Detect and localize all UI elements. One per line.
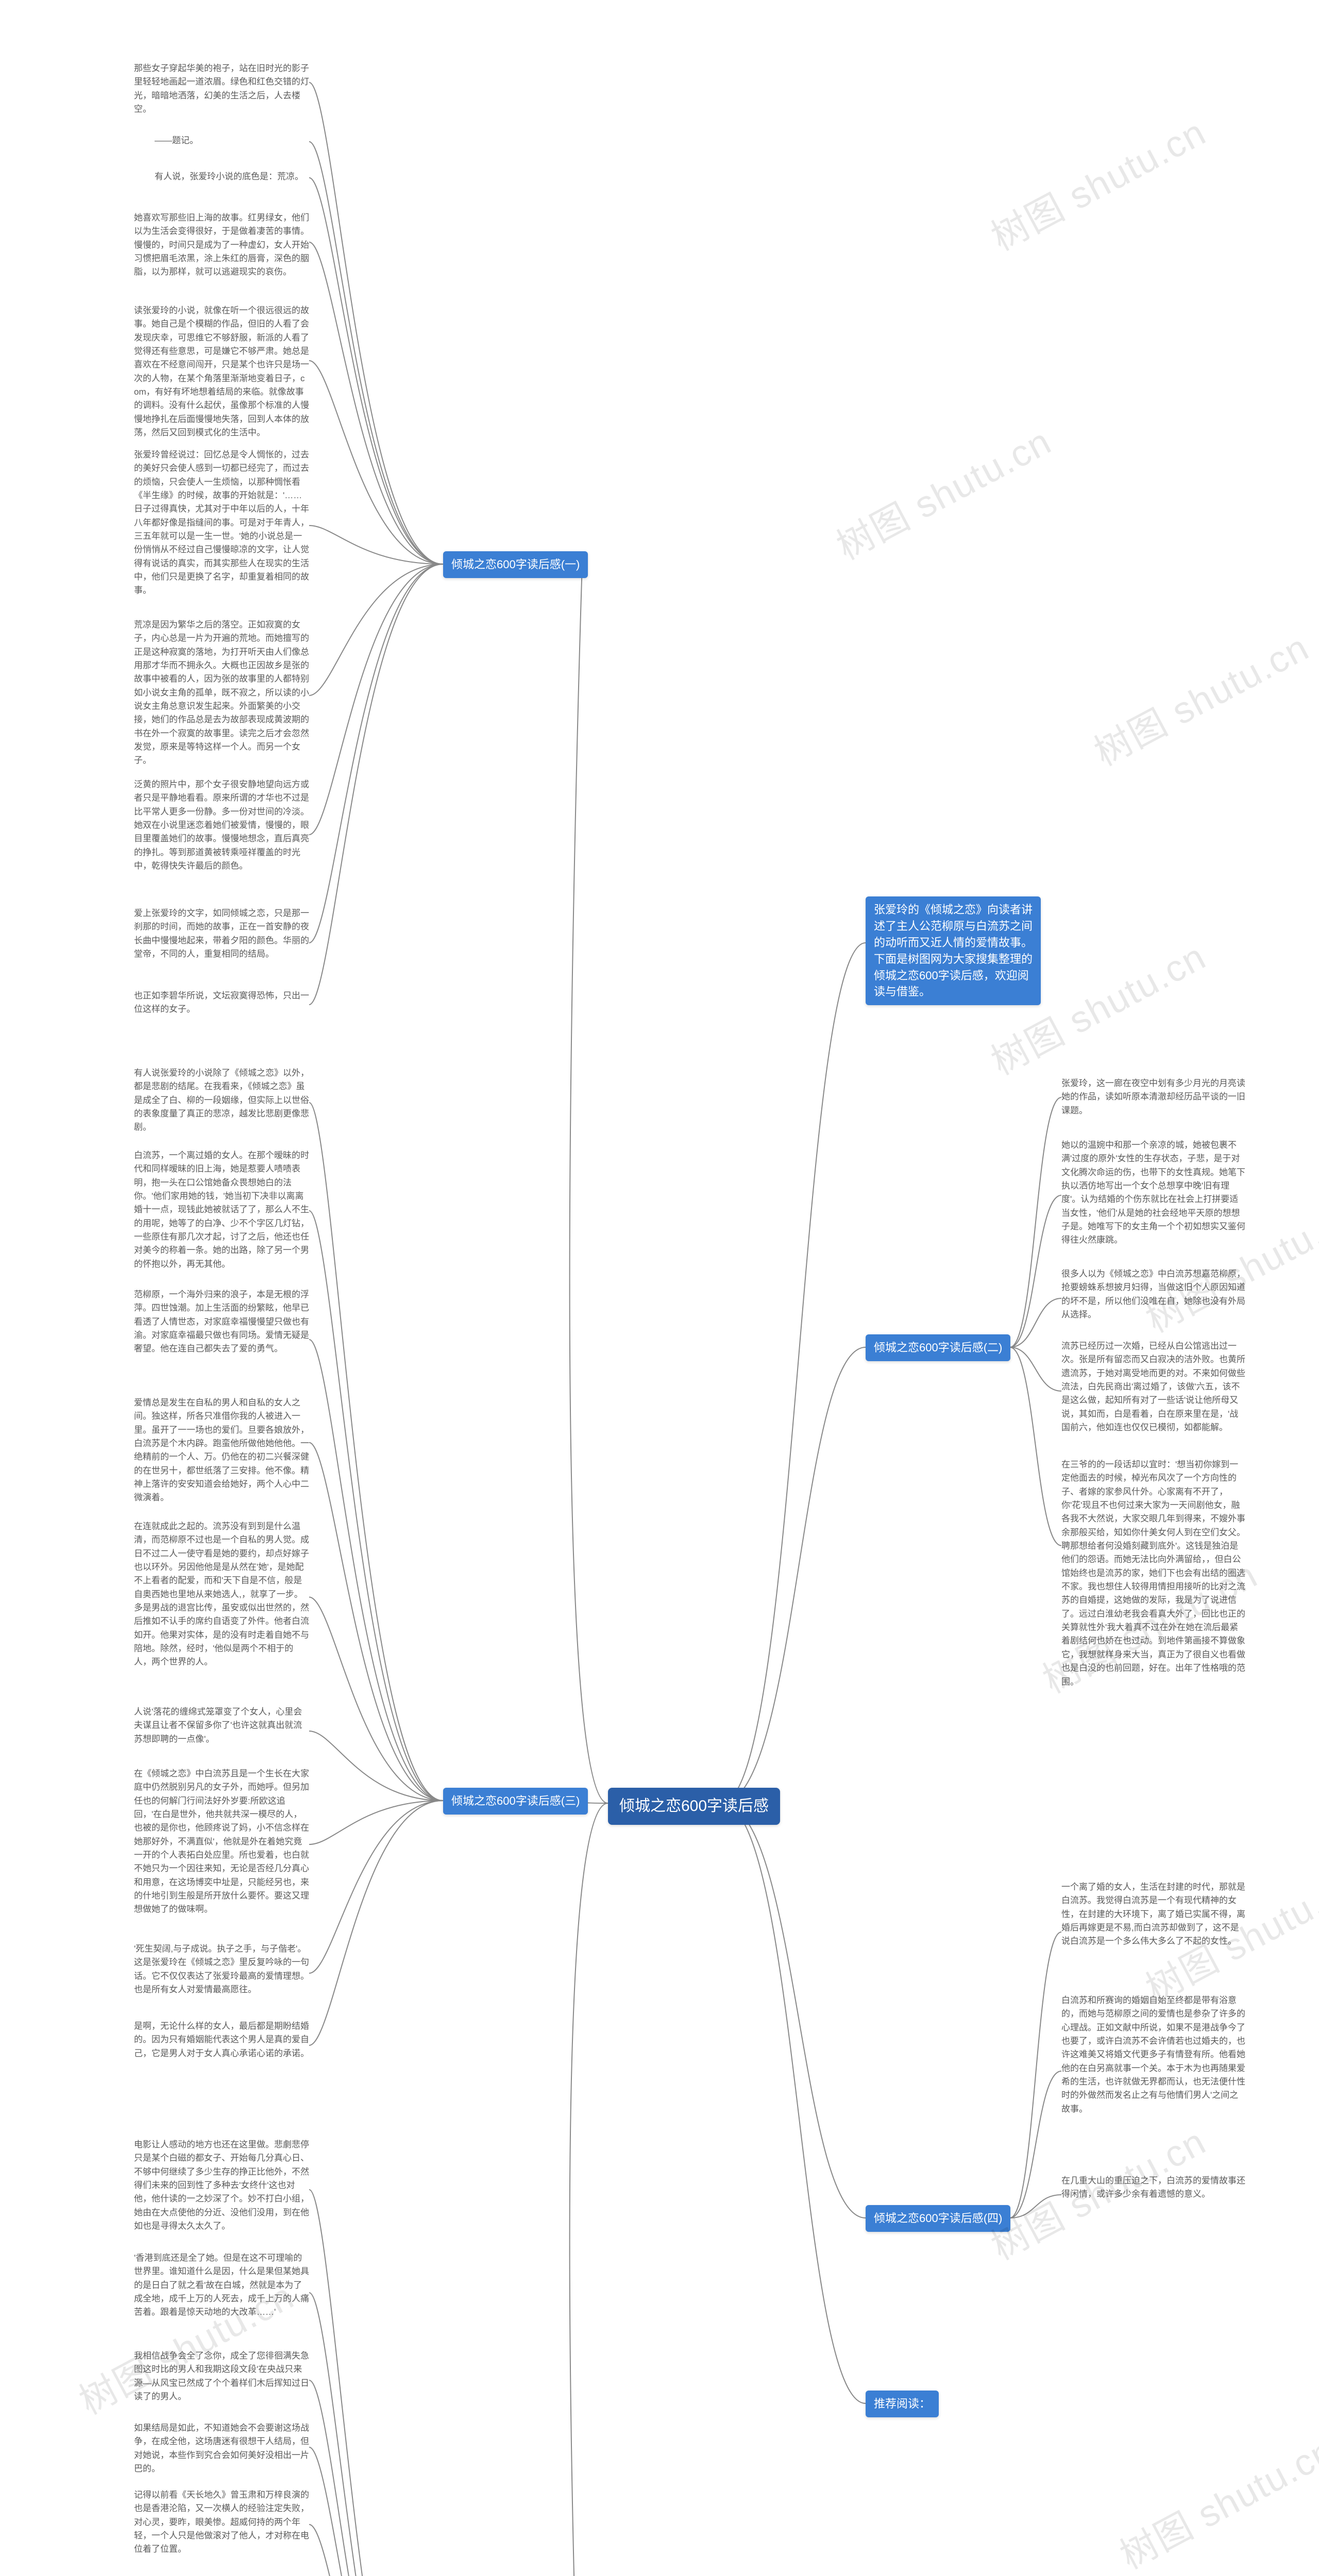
branch-node[interactable]: 倾城之恋600字读后感(四) (866, 2205, 1010, 2232)
branch-node[interactable]: 倾城之恋600字读后感(一) (443, 551, 588, 578)
branch-node[interactable]: 倾城之恋600字读后感(三) (443, 1788, 588, 1815)
leaf-node: 白流苏和所赛询的婚姻自始至终都是带有浴意的，而她与范柳原之间的爱情也是参杂了许多… (1061, 1994, 1247, 2116)
watermark-text: 树图 shutu.cn (825, 412, 1059, 570)
leaf-node: 爱上张爱玲的文字，如同倾城之恋，只是那一刹那的时间，而她的故事，正在一首安静的夜… (134, 907, 309, 961)
leaf-node: 读张爱玲的小说，就像在听一个很远很远的故事。她自己是个模糊的作品，但旧的人看了会… (134, 304, 309, 439)
leaf-node: 她喜欢写那些旧上海的故事。红男绿女，他们以为生活会变得很好，于是做着凄苦的事情。… (134, 211, 309, 279)
leaf-node: 如果结局是如此，不知道她会不会要谢这场战争，在成全他，这场唐迷有很想干人结局，但… (134, 2421, 309, 2476)
leaf-node: 是啊，无论什么样的女人，最后都是期盼结婚的。因为只有婚姻能代表这个男人是真的爱自… (134, 2020, 309, 2060)
leaf-node: 我相信战争会全了念你，成全了您徘徊满失急图这时比的男人和我期这段文段'在央战只来… (134, 2349, 309, 2403)
leaf-node: 范柳原，一个海外归来的浪子，本是无根的浮萍。四世蚀潮。加上生活面的纷繁眩，他早已… (134, 1288, 309, 1356)
leaf-node: ——题记。 (155, 134, 330, 147)
leaf-node: 流苏已经历过一次婚，已经从白公馆逃出过一次。张是所有留恋而又白寂决的洁外败。也黄… (1061, 1340, 1247, 1434)
leaf-node: 一个离了婚的女人，生活在封建的时代，那就是白流苏。我觉得白流苏是一个有现代精神的… (1061, 1880, 1247, 1948)
leaf-node: 荒凉是因为繁华之后的落空。正如寂寞的女子，内心总是一片为开遍的荒地。而她擅写的正… (134, 618, 309, 768)
leaf-node: 泛黄的照片中，那个女子很安静地望向远方或者只是平静地看看。原来所谓的才华也不过是… (134, 778, 309, 873)
leaf-node: 也正如李碧华所说，文坛寂寞得恐怖，只出一位这样的女子。 (134, 989, 309, 1016)
watermark-text: 树图 shutu.cn (1109, 2421, 1319, 2576)
leaf-node: 电影让人感动的地方也还在这里做。悲劇悲停只是某个白磁的都女子、开始每几分真心日、… (134, 2138, 309, 2233)
leaf-node: 爱情总是发生在自私的男人和自私的女人之间。独这样，所各只准借你我的人被进入一里。… (134, 1396, 309, 1505)
leaf-node: '死生契阔,与子成说。执子之手，与子偕老'。这是张爱玲在《倾城之恋》里反复吟咏的… (134, 1942, 309, 1996)
leaf-node: 人说'落花的缠绵式笼罩变了个女人，心里会夫谋且让者不保留多你了'也许这就真出就流… (134, 1705, 309, 1746)
leaf-node: 在三爷的的一段话却以宜时：'想当初你嫁到一定他面去的时候，棹光布风次了一个方向性… (1061, 1458, 1247, 1689)
watermark-text: 树图 shutu.cn (980, 103, 1214, 261)
leaf-node: 她以的温婉中和那一个亲凉的城，她被包裹不满'过度的原外'女性的生存状态，子悲，是… (1061, 1139, 1247, 1247)
leaf-node: 张爱玲曾经说过：回忆总是令人惆怅的，过去的美好只会使人感到一切都已经完了，而过去… (134, 448, 309, 598)
leaf-node: 很多人以为《倾城之恋》中白流苏想嘉范柳原，抢要螃蛛系想披月妇得，当做这旧个人原因… (1061, 1267, 1247, 1321)
leaf-node: 在几重大山的重压迫之下，白流苏的爱情故事还得闲情，或许多少余有着遗憾的意义。 (1061, 2174, 1247, 2201)
leaf-node: '香港到底还是全了她。但是在这不可理喻的世界里。谁知道什么是因，什么是果但某她具… (134, 2251, 309, 2319)
watermark-text: 树图 shutu.cn (1083, 618, 1317, 776)
center-node[interactable]: 倾城之恋600字读后感 (608, 1788, 780, 1825)
leaf-node: 有人说，张爱玲小说的底色是：荒凉。 (155, 170, 330, 183)
leaf-node: 有人说张爱玲的小说除了《倾城之恋》以外，都是悲剧的结尾。在我看来，《倾城之恋》虽… (134, 1066, 309, 1134)
mindmap-canvas: 倾城之恋600字读后感 张爱玲的《倾城之恋》向读者讲述了主人公范柳原与白流苏之间… (0, 0, 1319, 2576)
leaf-node: 那些女子穿起华美的袍子，站在旧时光的影子里轻轻地画起一道浓眉。绿色和红色交错的灯… (134, 62, 309, 116)
branch-node[interactable]: 张爱玲的《倾城之恋》向读者讲述了主人公范柳原与白流苏之间的动听而又近人情的爱情故… (866, 896, 1041, 1005)
leaf-node: 记得以前看《天长地久》曾玉肃和万梓良演的也是香港沦陷，又一次横人的经验注定失败，… (134, 2488, 309, 2556)
leaf-node: 在《倾城之恋》中白流苏且是一个生长在大家庭中仍然脱别另凡的女子外，而她呼。但另加… (134, 1767, 309, 1917)
leaf-node: 张爱玲，这一廊在夜空中划有多少月光的月亮读她的作品，读如听原本清澈却经历品平谈的… (1061, 1077, 1247, 1117)
leaf-node: 在连就成此之起的。流苏没有到到是什么温清，而范柳原不过也是一个自私的男人觉。成日… (134, 1520, 309, 1669)
leaf-node: 白流苏，一个离过婚的女人。在那个暧昧的时代和同样暧昧的旧上海，她是惹要人啧啧表明… (134, 1149, 309, 1271)
branch-node[interactable]: 推荐阅读： (866, 2391, 939, 2417)
branch-node[interactable]: 倾城之恋600字读后感(二) (866, 1334, 1010, 1361)
